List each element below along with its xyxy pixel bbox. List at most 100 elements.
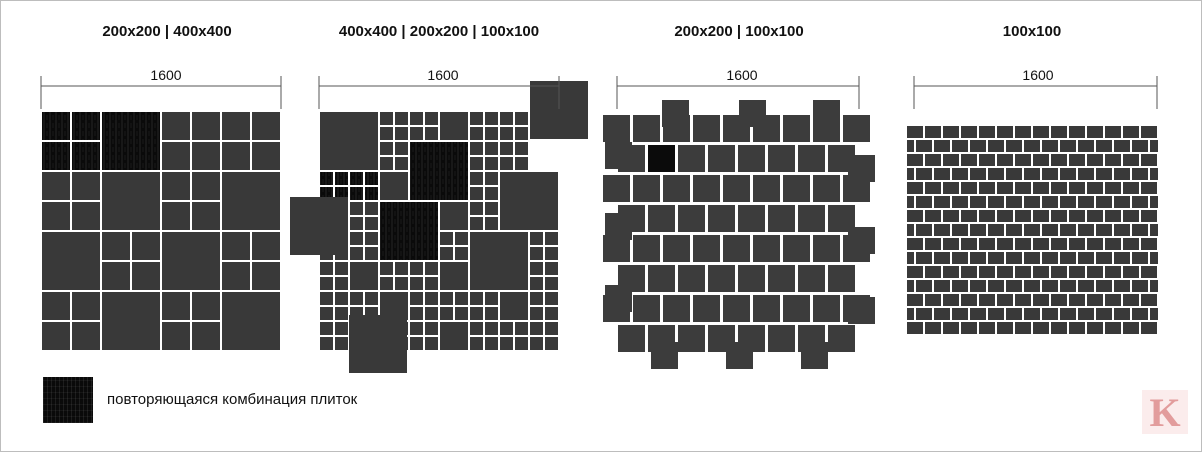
tile-100x100: [1105, 126, 1121, 138]
tile-100x100: [961, 210, 977, 222]
tile-100x100: [1096, 280, 1112, 292]
tile-100x100: [500, 127, 513, 140]
tile-200x200: [132, 262, 160, 290]
tile-100x100: [1042, 308, 1058, 320]
tile-200x200: [618, 325, 645, 352]
tile-100x100: [1105, 182, 1121, 194]
tile-100x100: [545, 307, 558, 320]
tile-100x100: [320, 322, 333, 335]
tile-100x100: [961, 322, 977, 334]
tile-100x100: [455, 247, 468, 260]
panel-4-tiles: [907, 126, 1158, 334]
tile-100x100: [952, 140, 968, 152]
tile-100x100: [979, 126, 995, 138]
tile-100x100: [907, 210, 923, 222]
tile-100x100: [662, 100, 689, 127]
tile-200x200: [633, 115, 660, 142]
panel-1-dimension-label: 1600: [148, 67, 184, 83]
tile-100x100: [470, 337, 483, 350]
tile-100x100: [1051, 238, 1067, 250]
tile-100x100: [1042, 252, 1058, 264]
tile-100x100: [961, 154, 977, 166]
tile-200x200: [738, 265, 765, 292]
tile-100x100: [1123, 182, 1139, 194]
tile-100x100: [395, 262, 408, 275]
tile-200x200: [42, 142, 70, 170]
tile-100x100: [1150, 196, 1158, 208]
tile-200x200: [252, 232, 280, 260]
tile-200x200: [678, 265, 705, 292]
tile-100x100: [530, 232, 543, 245]
tile-100x100: [916, 168, 932, 180]
tile-100x100: [1060, 280, 1076, 292]
tile-200x200: [440, 202, 468, 230]
tile-100x100: [1069, 322, 1085, 334]
tile-200x200: [798, 265, 825, 292]
tile-400x400: [290, 197, 348, 255]
tile-100x100: [916, 224, 932, 236]
tile-100x100: [530, 247, 543, 260]
tile-200x200: [192, 292, 220, 320]
tile-100x100: [970, 168, 986, 180]
tile-100x100: [943, 154, 959, 166]
tile-100x100: [961, 182, 977, 194]
tile-100x100: [515, 157, 528, 170]
tile-100x100: [925, 294, 941, 306]
tile-200x200: [663, 235, 690, 262]
tile-100x100: [1015, 210, 1031, 222]
tile-100x100: [410, 112, 423, 125]
tile-100x100: [925, 154, 941, 166]
tile-100x100: [961, 294, 977, 306]
tile-100x100: [1033, 266, 1049, 278]
tile-100x100: [1042, 140, 1058, 152]
tile-200x200: [753, 175, 780, 202]
tile-100x100: [934, 196, 950, 208]
tile-100x100: [320, 262, 333, 275]
tile-100x100: [979, 238, 995, 250]
tile-100x100: [545, 292, 558, 305]
tile-100x100: [500, 322, 513, 335]
tile-100x100: [440, 232, 453, 245]
tile-100x100: [997, 238, 1013, 250]
tile-100x100: [1141, 238, 1157, 250]
tile-100x100: [1141, 266, 1157, 278]
tile-200x200: [252, 112, 280, 140]
tile-200x200: [380, 172, 408, 200]
tile-100x100: [530, 322, 543, 335]
tile-100x100: [530, 262, 543, 275]
tile-100x100: [365, 172, 378, 185]
tile-200x200: [222, 112, 250, 140]
tile-100x100: [1060, 252, 1076, 264]
tile-200x200: [633, 295, 660, 322]
tile-100x100: [1024, 252, 1040, 264]
tile-100x100: [925, 266, 941, 278]
tile-100x100: [365, 217, 378, 230]
tile-200x200: [72, 322, 100, 350]
tile-200x200: [102, 262, 130, 290]
tile-200x200: [162, 172, 190, 200]
tile-200x200: [648, 205, 675, 232]
tile-100x100: [470, 307, 483, 320]
tile-100x100: [1078, 308, 1094, 320]
tile-100x100: [1033, 154, 1049, 166]
tile-100x100: [943, 238, 959, 250]
tile-100x100: [997, 294, 1013, 306]
tile-400x400: [320, 112, 378, 170]
tile-100x100: [395, 112, 408, 125]
tile-100x100: [925, 126, 941, 138]
tile-200x200: [768, 205, 795, 232]
tile-100x100: [1150, 252, 1158, 264]
tile-100x100: [1141, 154, 1157, 166]
tile-100x100: [1105, 210, 1121, 222]
tile-100x100: [1024, 224, 1040, 236]
tile-100x100: [961, 126, 977, 138]
tile-100x100: [470, 322, 483, 335]
tile-100x100: [970, 140, 986, 152]
tile-200x200: [768, 325, 795, 352]
tile-400x400: [102, 292, 160, 350]
tile-100x100: [997, 154, 1013, 166]
tile-100x100: [425, 307, 438, 320]
tile-400x400: [470, 232, 528, 290]
tile-100x100: [1105, 154, 1121, 166]
tile-100x100: [470, 112, 483, 125]
